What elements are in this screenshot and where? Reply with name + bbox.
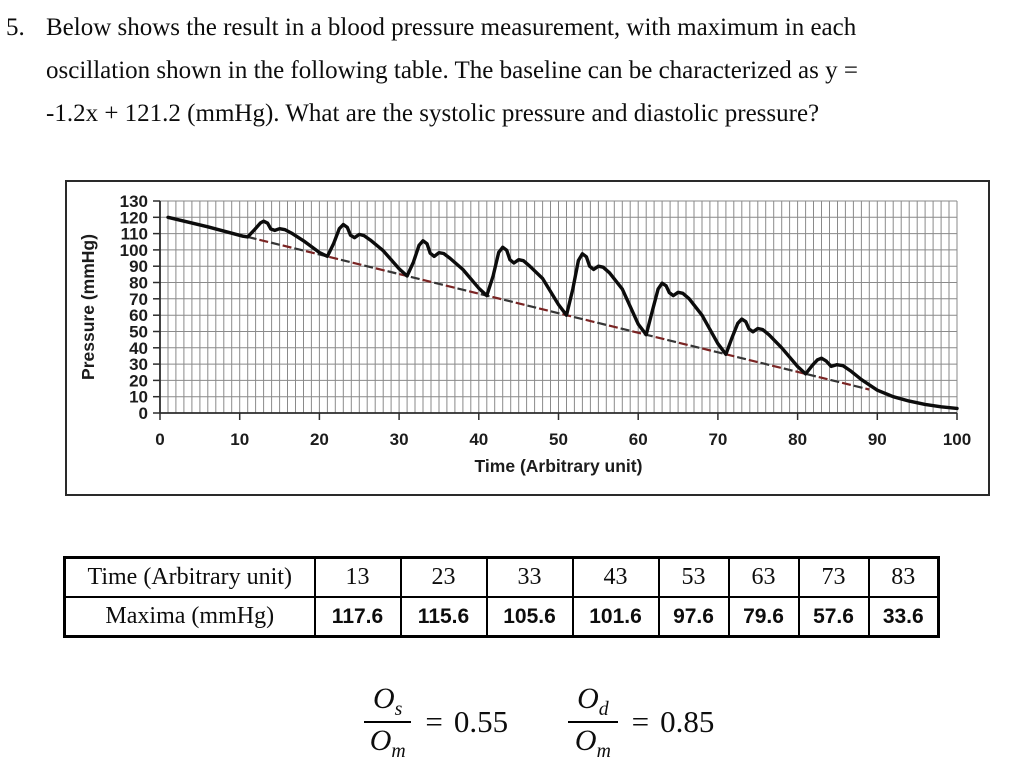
svg-text:80: 80	[788, 430, 807, 449]
svg-text:80: 80	[129, 274, 148, 293]
time-cell: 43	[571, 556, 660, 598]
svg-text:100: 100	[120, 241, 148, 260]
maxima-cell: 115.6	[399, 596, 488, 638]
pressure-chart-svg: 0 10 20 30 40 50 60 70 80 90 100010203040506070809…	[78, 192, 971, 476]
baseline-dashed-line	[247, 235, 870, 391]
time-cell: 63	[727, 556, 800, 598]
maxima-cell: 101.6	[571, 596, 660, 638]
maxima-cell: 33.6	[867, 596, 940, 638]
question-number: 5.	[6, 14, 25, 41]
pressure-curve	[166, 215, 959, 411]
row-label-time: Time (Arbitrary unit)	[63, 556, 316, 598]
svg-text:70: 70	[129, 290, 148, 309]
svg-text:100: 100	[943, 430, 971, 449]
svg-text:70: 70	[708, 430, 727, 449]
svg-text:110: 110	[121, 225, 148, 244]
question-text: Below shows the result in a blood pressu…	[46, 6, 858, 135]
table-row-maxima: Maxima (mmHg) 117.6 115.6 105.6 101.6 97…	[63, 596, 940, 638]
svg-text:130: 130	[120, 192, 148, 211]
question-line: Below shows the result in a blood pressu…	[46, 14, 857, 41]
row-label-maxima: Maxima (mmHg)	[63, 596, 316, 638]
time-cell: 83	[867, 556, 940, 598]
question-block: 5. Below shows the result in a blood pre…	[6, 6, 858, 135]
svg-text:0: 0	[139, 404, 148, 423]
x-axis-title: Time (Arbitrary unit)	[475, 456, 643, 476]
maxima-cell: 117.6	[313, 596, 402, 638]
svg-text:50: 50	[129, 323, 148, 342]
axes	[159, 201, 957, 414]
formula-value: = 0.55	[425, 704, 509, 740]
svg-text:20: 20	[129, 371, 148, 390]
time-cell: 53	[657, 556, 730, 598]
formulas-row: Os Om = 0.55 Od Om = 0.85	[364, 682, 714, 762]
table-row-time: Time (Arbitrary unit) 13 23 33 43 53 63 …	[63, 556, 940, 598]
svg-text:20: 20	[310, 430, 329, 449]
maxima-cell: 105.6	[485, 596, 574, 638]
svg-text:120: 120	[120, 208, 148, 227]
svg-text:40: 40	[129, 339, 148, 358]
maxima-table: Time (Arbitrary unit) 13 23 33 43 53 63 …	[63, 556, 940, 638]
time-cell: 33	[485, 556, 574, 598]
maxima-cell: 97.6	[657, 596, 730, 638]
svg-text:30: 30	[390, 430, 409, 449]
svg-text:60: 60	[129, 306, 148, 325]
time-cell: 23	[399, 556, 488, 598]
question-line: -1.2x + 121.2 (mmHg). What are the systo…	[46, 100, 820, 127]
svg-text:10: 10	[129, 388, 148, 407]
svg-text:50: 50	[549, 430, 568, 449]
svg-text:90: 90	[129, 257, 148, 276]
svg-text:90: 90	[868, 430, 887, 449]
axis-ticks	[153, 200, 958, 420]
y-axis-title: Pressure (mmHg)	[78, 234, 98, 380]
svg-text:30: 30	[129, 355, 148, 374]
maxima-cell: 79.6	[727, 596, 800, 638]
formula-diastolic-ratio: Od Om = 0.85	[568, 682, 714, 762]
svg-text:10: 10	[230, 430, 249, 449]
svg-text:40: 40	[469, 430, 488, 449]
formula-value: = 0.85	[631, 704, 715, 740]
time-cell: 73	[797, 556, 870, 598]
formula-systolic-ratio: Os Om = 0.55	[364, 682, 508, 762]
fraction-os-om: Os Om	[364, 682, 412, 762]
fraction-od-om: Od Om	[568, 682, 618, 762]
pressure-chart: 0 10 20 30 40 50 60 70 80 90 100 0 10 20 30 40 50 60 70 80 9…	[65, 180, 990, 496]
question-line: oscillation shown in the following table…	[46, 57, 858, 84]
maxima-cell: 57.6	[797, 596, 870, 638]
time-cell: 13	[313, 556, 402, 598]
svg-text:0: 0	[155, 430, 164, 449]
svg-text:60: 60	[629, 430, 648, 449]
x-tick-labels: 0 10 20 30 40 50 60 70 80 90 100	[155, 430, 971, 449]
